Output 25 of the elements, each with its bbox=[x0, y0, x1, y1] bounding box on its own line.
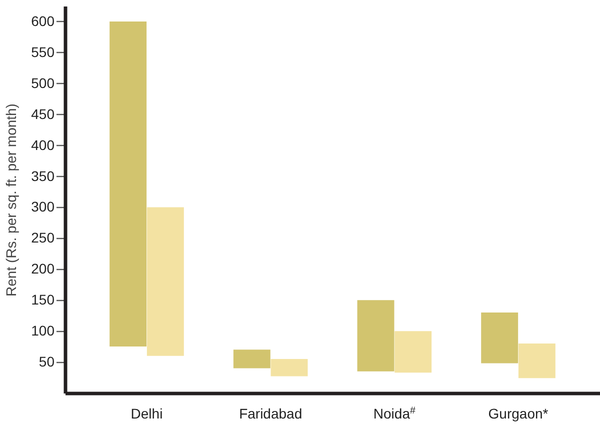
y-tick-label: 100 bbox=[31, 322, 55, 339]
bar bbox=[481, 312, 518, 364]
x-tick-label: Noida$^{#}$ bbox=[373, 405, 416, 422]
y-tick-label: 200 bbox=[31, 260, 55, 277]
bar bbox=[146, 207, 184, 356]
y-tick-label: 550 bbox=[31, 44, 55, 60]
bar bbox=[270, 358, 308, 376]
bar bbox=[110, 21, 147, 347]
x-tick-label: Gurgaon* bbox=[488, 406, 549, 422]
y-tick-label: 400 bbox=[31, 136, 55, 153]
y-axis-title: Rent (Rs. per sq. ft. per month) bbox=[3, 104, 20, 296]
y-tick-label: 500 bbox=[31, 74, 55, 91]
y-tick-label: 350 bbox=[31, 168, 55, 184]
y-tick-label: 300 bbox=[31, 198, 55, 215]
y-tick-label: 250 bbox=[31, 230, 55, 246]
y-tick-label: 50 bbox=[38, 354, 55, 370]
bar bbox=[233, 350, 270, 368]
bar bbox=[357, 300, 394, 372]
x-tick-label: Faridabad bbox=[239, 406, 302, 422]
y-tick-label: 600 bbox=[31, 12, 55, 29]
x-tick-label: Delhi bbox=[130, 406, 163, 422]
bar bbox=[394, 331, 432, 373]
y-tick-label: 450 bbox=[31, 106, 55, 122]
y-tick-label: 150 bbox=[31, 292, 55, 308]
bar bbox=[518, 343, 556, 378]
